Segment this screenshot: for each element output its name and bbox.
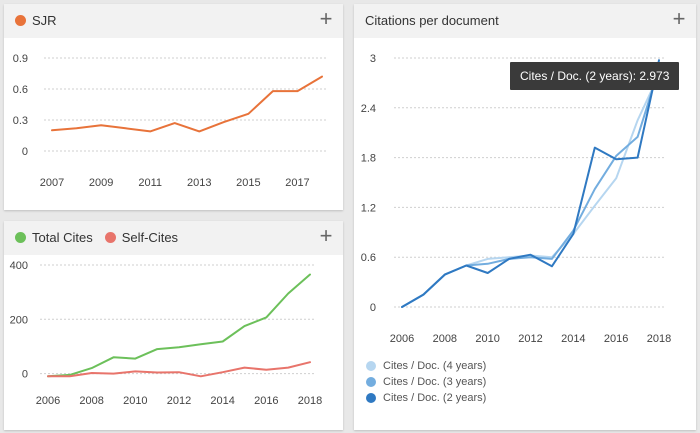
- sjr-y-tick-label: 0.3: [13, 115, 28, 127]
- cpd-panel: Citations per document + 0 0.6 1.2 1.8 2.4 3 2…: [354, 4, 696, 430]
- cites-series-line-1: [47, 361, 311, 378]
- cpd-title-text: Citations per document: [365, 13, 499, 28]
- self-cites-dot-icon: [104, 232, 116, 243]
- sjr-x-tick-label: 2011: [138, 177, 162, 189]
- sjr-chart: 0 0.3 0.6 0.9 2007 2009 2011 2013 2015 2017: [13, 53, 328, 189]
- cpd-tooltip: Cites / Doc. (2 years): 2.973: [510, 62, 680, 90]
- cpd-4y-dot-icon: [366, 361, 376, 371]
- cpd-legend-2y[interactable]: Cites / Doc. (2 years): [366, 392, 486, 404]
- cpd-legend-4y[interactable]: Cites / Doc. (4 years): [366, 360, 486, 372]
- sjr-title-text: SJR: [32, 13, 57, 28]
- cpd-legend-3y[interactable]: Cites / Doc. (3 years): [366, 376, 486, 388]
- sjr-x-tick-label: 2013: [187, 177, 211, 189]
- cites-expand-plus-icon[interactable]: +: [319, 223, 333, 248]
- cites-y-tick-label: 200: [10, 314, 28, 326]
- cpd-x-tick-label: 2006: [390, 333, 414, 345]
- cites-y-tick-label: 400: [10, 260, 28, 272]
- cites-x-tick-label: 2008: [79, 395, 103, 407]
- sjr-panel: SJR + 0 0.3 0.6 0.9 2007 2009 2011 2013 2015 2017: [4, 4, 343, 210]
- sjr-panel-header: SJR +: [4, 4, 343, 38]
- cites-x-tick-label: 2018: [298, 395, 322, 407]
- cites-x-tick-label: 2010: [123, 395, 147, 407]
- cites-panel: Total Cites Self-Cites + 0 200 400 2006 2008…: [4, 221, 343, 430]
- cites-series-line-0: [47, 273, 311, 378]
- cites-y-tick-label: 0: [22, 369, 28, 381]
- cpd-x-tick-label: 2010: [475, 333, 499, 345]
- sjr-x-tick-label: 2017: [285, 177, 309, 189]
- cpd-y-tick-label: 0: [370, 302, 376, 314]
- cpd-2y-dot-icon: [366, 393, 376, 403]
- sjr-y-tick-label: 0: [22, 146, 28, 158]
- cpd-x-tick-label: 2018: [647, 333, 671, 345]
- cpd-y-tick-label: 0.6: [361, 252, 376, 264]
- sjr-x-tick-label: 2015: [236, 177, 260, 189]
- sjr-y-tick-label: 0.9: [13, 53, 28, 65]
- cpd-y-tick-label: 3: [370, 53, 376, 65]
- cpd-title: Citations per document: [365, 13, 499, 28]
- cites-x-tick-label: 2006: [36, 395, 60, 407]
- cites-chart: 0 200 400 2006 2008 2010 2012 2014 2016 2018: [10, 260, 323, 407]
- cpd-legend-4y-label: Cites / Doc. (4 years): [383, 360, 487, 372]
- sjr-series-line-0: [51, 75, 323, 133]
- cpd-panel-header: Citations per document +: [354, 4, 696, 38]
- cites-legend: Total Cites Self-Cites: [15, 230, 190, 245]
- cpd-x-tick-label: 2014: [561, 333, 585, 345]
- sjr-x-tick-label: 2009: [89, 177, 113, 189]
- sjr-title: SJR: [15, 13, 57, 28]
- sjr-x-tick-label: 2007: [40, 177, 64, 189]
- cites-x-tick-label: 2014: [210, 395, 234, 407]
- total-cites-dot-icon: [15, 232, 26, 243]
- legend-self-cites-label: Self-Cites: [121, 230, 179, 245]
- cites-panel-header: Total Cites Self-Cites +: [4, 221, 343, 255]
- cites-x-tick-label: 2012: [167, 395, 191, 407]
- cpd-x-tick-label: 2016: [604, 333, 628, 345]
- cpd-y-tick-label: 2.4: [361, 103, 376, 115]
- cpd-chart: 0 0.6 1.2 1.8 2.4 3 2006 2008 2010 2012 2014 2016 20…: [361, 53, 672, 345]
- cpd-series-line-1: [401, 67, 660, 308]
- sjr-legend-dot-icon: [15, 15, 26, 26]
- cpd-series-line-2: [401, 59, 660, 308]
- cpd-x-tick-label: 2012: [518, 333, 542, 345]
- cpd-y-tick-label: 1.2: [361, 202, 376, 214]
- sjr-expand-plus-icon[interactable]: +: [319, 6, 333, 31]
- sjr-y-tick-label: 0.6: [13, 84, 28, 96]
- cpd-y-tick-label: 1.8: [361, 153, 376, 165]
- cpd-legend-2y-label: Cites / Doc. (2 years): [383, 392, 487, 404]
- cpd-legend-3y-label: Cites / Doc. (3 years): [383, 376, 487, 388]
- cpd-3y-dot-icon: [366, 377, 376, 387]
- cpd-x-tick-label: 2008: [433, 333, 457, 345]
- cpd-expand-plus-icon[interactable]: +: [672, 6, 686, 31]
- legend-self-cites[interactable]: Self-Cites: [104, 230, 179, 245]
- legend-total-cites[interactable]: Total Cites: [15, 230, 93, 245]
- legend-total-cites-label: Total Cites: [32, 230, 93, 245]
- cpd-series-line-0: [401, 73, 660, 308]
- cites-x-tick-label: 2016: [254, 395, 278, 407]
